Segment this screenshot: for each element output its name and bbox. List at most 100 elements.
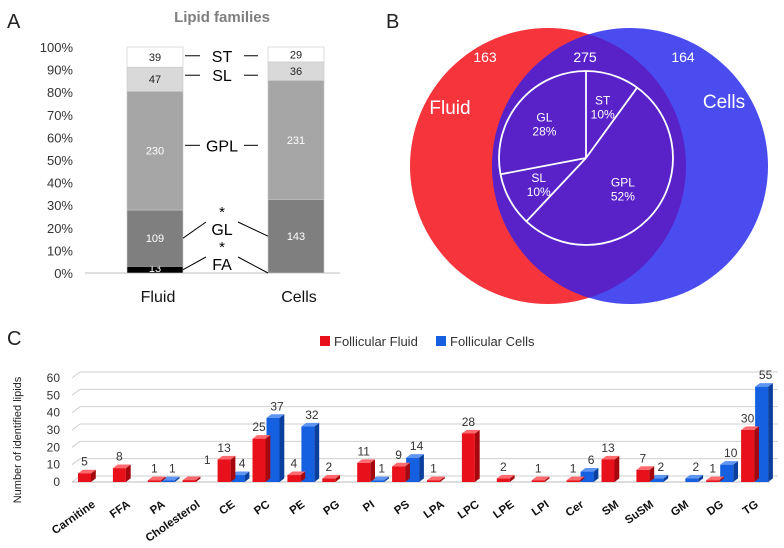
y-tick-label: 20% [47,221,73,236]
legend-swatch [320,336,330,346]
bar [636,469,650,482]
bar-top [706,476,724,481]
pie-slice-name: ST [595,94,611,108]
bar-side [91,469,96,482]
bar-top [406,454,424,458]
bar [601,459,615,482]
bar-side [370,459,375,482]
bar-top [322,474,341,479]
x-category-label: Carnitine [50,499,98,537]
gridline [71,458,81,466]
bar [566,480,580,482]
bar-side [174,476,180,482]
bar-side [265,435,271,482]
connector-line [182,256,207,271]
y-tick-label: 100% [40,40,74,55]
bar-value-label: 2 [692,460,699,474]
y-tick-label: 30 [47,423,61,437]
bar-value-label: 1 [570,462,577,476]
x-category-label: SuSM [623,499,656,527]
panel-letter-a: A [7,11,21,33]
pie-divider [500,157,587,176]
x-category-label: PA [148,499,167,518]
bar-value-label: 8 [116,450,123,464]
bar-top [531,476,550,481]
pie-slice-pct: 10% [527,185,551,199]
bar-side [300,471,306,482]
x-category-label: GM [669,499,691,519]
series-label-gpl: GPL [206,138,238,155]
bar [461,433,475,482]
y-tick-label: 80% [47,85,73,100]
bar-side [663,474,669,482]
y-tick-label: 60 [47,371,61,385]
lipid-families-chart: Lipid families 0% 10% 20% 30% 40% 50% 60% 70% 80%… [40,9,340,306]
bar [252,438,266,482]
bar [147,480,161,482]
bar-side [698,474,704,482]
bar-value-label: 55 [759,368,773,382]
legend-label: Follicular Cells [450,334,535,349]
bar-value-label: 1 [151,462,158,476]
y-tick-label: 60% [47,130,73,145]
y-tick-label: 90% [47,63,73,78]
y-tick-label: 20 [47,440,61,454]
bar [161,480,175,482]
x-category-label: FFA [108,499,133,521]
bar-value-label: 7 [640,451,647,465]
bar-value-label: 25 [252,420,266,434]
bar-value-label: 29 [290,49,302,61]
y-tick-label: 70% [47,108,73,123]
bar-top [182,476,201,481]
bar-segment-st [126,46,184,68]
bar-value-label: 5 [81,455,88,469]
venn-unique-fluid: 163 [473,49,497,65]
bar-top [147,476,166,481]
y-tick-label: 10 [47,458,61,472]
x-category-label: CE [217,498,237,517]
bar-value-label: 13 [601,441,615,455]
bar-top [580,468,599,472]
significance-mark: * [219,204,225,221]
bar-top [720,461,738,465]
bar-top [112,464,131,469]
bar [182,480,196,482]
bar-segment-gl [126,209,184,267]
bar-value-label: 143 [287,231,305,243]
bar-top [496,474,515,479]
bar-side [593,468,599,482]
bar-segment-st [267,46,325,63]
bar-value-label: 39 [149,52,161,64]
x-category-label: Cells [281,289,317,306]
bar-top [685,474,704,479]
bar-side [279,414,285,482]
bar-value-label: 2 [325,460,332,474]
bar-value-label: 11 [357,444,370,458]
venn-overlap [492,28,686,304]
bar [496,478,510,482]
bar-side [314,422,320,482]
legend-swatch [436,336,446,346]
bar-side [754,426,759,482]
y-tick-label: 40 [47,406,61,420]
bar-side [125,464,131,482]
bar-side [419,454,424,482]
y-tick-label: 0% [54,266,73,281]
bar-top [371,476,389,481]
bar [231,475,245,482]
x-category-label: PC [252,499,272,518]
bar-side [649,466,655,482]
bar-side [733,461,738,482]
bar [427,480,440,482]
bar [650,478,664,482]
x-category-label: PG [322,499,343,518]
bar [531,480,545,482]
bar [357,462,371,482]
bar-value-label: 109 [146,233,164,245]
x-category-label: SM [600,499,621,519]
bar-top [217,455,236,460]
bar-top [566,476,585,481]
significance-mark: * [219,239,225,256]
gridline [71,423,81,431]
bar-side [195,476,201,482]
